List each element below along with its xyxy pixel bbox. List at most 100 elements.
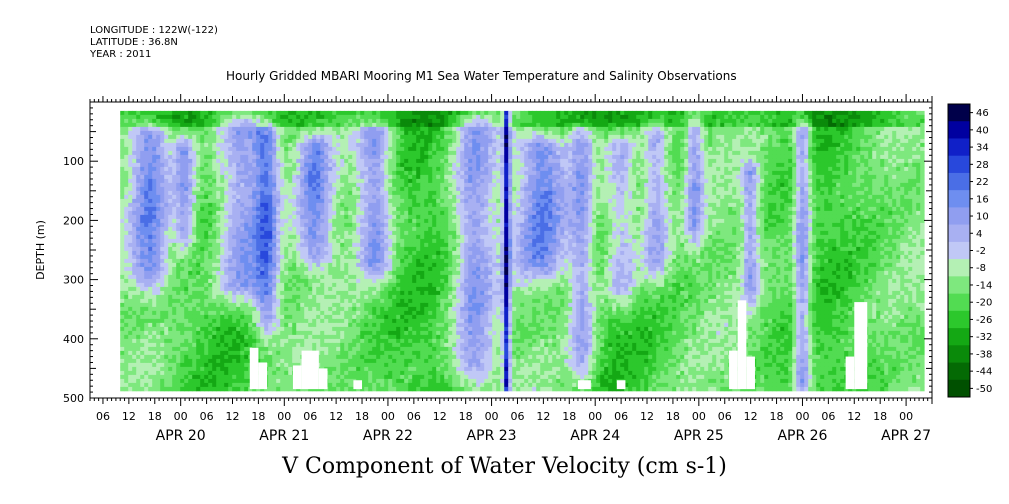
colorbar-segment [948, 190, 970, 208]
colorbar-label: 40 [976, 125, 989, 136]
year-label: YEAR : 2011 [90, 49, 152, 60]
x-hour-label: 06 [96, 410, 110, 423]
x-hour-label: 18 [562, 410, 576, 423]
x-hour-label: 18 [666, 410, 680, 423]
x-hour-label: 00 [899, 410, 913, 423]
y-tick-label: 400 [63, 333, 84, 346]
missing-gap [292, 365, 302, 390]
x-date-label: APR 24 [570, 428, 620, 444]
colorbar: 46 40 34 28 22 16 10 4 -2 -8 -14 -20 -26 -32 -38 -44 -50 [947, 103, 992, 398]
x-hour-label: 12 [744, 410, 758, 423]
colorbar-segment [948, 207, 970, 225]
x-date-label: APR 26 [777, 428, 827, 444]
colorbar-segment [948, 293, 970, 312]
colorbar-segment [948, 310, 970, 329]
time-axis: 06 12 18 00 06 12 18 00 06 12 18 00 06 12 18 00 06 12 18 00… [89, 94, 933, 444]
colorbar-label: -8 [976, 263, 986, 274]
chart-title: Hourly Gridded MBARI Mooring M1 Sea Wate… [226, 69, 737, 83]
colorbar-segment [948, 121, 970, 139]
missing-gap [318, 368, 328, 390]
x-hour-label: 06 [614, 410, 628, 423]
colorbar-segment [948, 328, 970, 346]
x-hour-label: 00 [174, 410, 188, 423]
x-hour-label: 12 [433, 410, 447, 423]
missing-gap [729, 350, 738, 390]
colorbar-segment [948, 224, 970, 243]
colorbar-label: -32 [976, 332, 992, 343]
x-hour-label: 00 [277, 410, 291, 423]
colorbar-label: 10 [976, 212, 989, 223]
x-hour-label: 18 [148, 410, 162, 423]
x-hour-label: 06 [303, 410, 317, 423]
x-hour-label: 00 [588, 410, 602, 423]
x-date-label: APR 23 [467, 428, 517, 444]
y-axis-label: DEPTH (m) [34, 220, 47, 280]
x-hour-label: 18 [251, 410, 265, 423]
x-hour-label: 18 [873, 410, 887, 423]
x-hour-label: 06 [718, 410, 732, 423]
missing-gap [746, 356, 755, 390]
x-hour-label: 12 [122, 410, 136, 423]
colorbar-label: 22 [976, 177, 989, 188]
latitude-label: LATITUDE : 36.8N [90, 37, 178, 48]
x-hour-label: 00 [381, 410, 395, 423]
y-tick-label: 100 [63, 155, 84, 168]
x-hour-label: 06 [510, 410, 524, 423]
colorbar-segment [948, 241, 970, 260]
missing-gap [301, 350, 319, 390]
missing-gap [577, 380, 591, 390]
x-hour-label: 06 [200, 410, 214, 423]
colorbar-segment [948, 345, 970, 363]
missing-gap [737, 300, 747, 390]
missing-gap [616, 380, 626, 390]
colorbar-label: -2 [976, 246, 986, 257]
colorbar-label: 4 [976, 229, 982, 240]
colorbar-segment [948, 172, 970, 191]
chart-caption: V Component of Water Velocity (cm s-1) [282, 454, 727, 479]
x-hour-label: 12 [640, 410, 654, 423]
colorbar-label: -26 [976, 315, 992, 326]
x-hour-label: 06 [821, 410, 835, 423]
x-hour-label: 12 [225, 410, 239, 423]
y-tick-label: 300 [63, 274, 84, 287]
x-date-label: APR 21 [259, 428, 309, 444]
x-date-label: APR 27 [881, 428, 931, 444]
missing-gap [258, 362, 268, 390]
colorbar-label: -20 [976, 298, 992, 309]
missing-gap [845, 356, 855, 390]
x-hour-label: 12 [847, 410, 861, 423]
colorbar-label: -50 [976, 384, 992, 395]
colorbar-label: -44 [976, 367, 992, 378]
colorbar-label: 34 [976, 143, 989, 154]
x-hour-label: 06 [407, 410, 421, 423]
colorbar-segment [948, 379, 970, 398]
colorbar-label: 46 [976, 108, 989, 119]
x-date-label: APR 25 [674, 428, 724, 444]
x-hour-label: 00 [795, 410, 809, 423]
x-hour-label: 00 [692, 410, 706, 423]
colorbar-label: -14 [976, 280, 992, 291]
colorbar-label: -38 [976, 349, 992, 360]
x-hour-label: 00 [485, 410, 499, 423]
y-tick-label: 500 [63, 392, 84, 405]
colorbar-segment [948, 259, 970, 277]
missing-gap [353, 380, 363, 390]
missing-data-regions [249, 300, 868, 390]
colorbar-segment [948, 104, 970, 122]
x-hour-label: 12 [329, 410, 343, 423]
x-hour-label: 18 [355, 410, 369, 423]
colorbar-segment [948, 276, 970, 294]
longitude-label: LONGITUDE : 122W(-122) [90, 25, 218, 36]
x-hour-label: 18 [770, 410, 784, 423]
y-tick-label: 200 [63, 214, 84, 227]
heatmap-field [120, 110, 925, 392]
x-hour-label: 12 [536, 410, 550, 423]
colorbar-label: 28 [976, 160, 989, 171]
colorbar-segment [948, 138, 970, 157]
x-date-label: APR 20 [156, 428, 206, 444]
missing-gap [249, 347, 259, 390]
x-hour-label: 18 [459, 410, 473, 423]
colorbar-label: 16 [976, 194, 989, 205]
missing-gap [854, 302, 868, 390]
